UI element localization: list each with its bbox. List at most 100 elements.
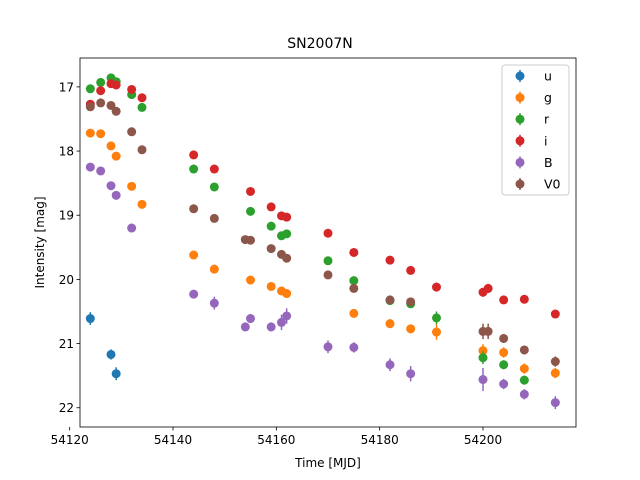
data-point [432,313,441,323]
data-point [432,282,441,292]
data-point [137,145,147,155]
chart-title: SN2007N [287,36,352,52]
data-point [406,297,416,307]
legend-frame [501,64,570,196]
y-tick-label: 22 [59,401,74,415]
legend-label: B [544,155,553,170]
data-point [385,319,395,329]
data-point [349,283,359,293]
data-point [323,256,333,266]
data-point [478,353,488,363]
data-point [323,228,333,238]
data-point [137,93,147,103]
data-point [406,324,416,334]
plot-area [80,58,576,427]
data-point [209,213,219,223]
data-point [519,389,529,399]
data-point [550,368,560,378]
data-point [189,250,199,260]
data-point [499,348,509,358]
data-point [323,270,333,280]
series-B [85,162,560,410]
data-point [111,151,121,161]
data-point [209,164,219,174]
data-point [106,141,116,151]
data-point [282,212,292,222]
data-point [406,369,416,379]
data-point [106,349,116,359]
series-V0 [85,98,560,367]
x-tick-label: 54120 [51,433,89,447]
legend-marker [515,114,525,124]
data-point [519,345,529,355]
data-point [478,346,488,356]
data-point [349,247,359,257]
data-point [385,255,395,265]
data-point [282,289,292,299]
legend-marker [515,136,525,146]
data-point [550,398,560,408]
data-point [111,106,121,116]
data-point [385,360,395,370]
data-point [111,80,121,90]
series-g [85,128,560,379]
data-point [85,102,95,112]
data-point [483,283,493,293]
legend-marker [515,93,525,103]
data-point [266,322,276,332]
data-point [349,276,359,286]
data-point [111,190,121,200]
data-point [246,235,255,245]
legend-label: i [544,133,547,148]
data-point [209,264,219,274]
series-r [85,73,529,385]
data-point [277,317,286,327]
data-point [96,129,106,139]
data-point [96,98,106,108]
plot-frame [79,57,577,428]
legend-label: r [544,112,550,127]
data-point [96,86,106,96]
data-point [499,379,509,389]
data-point [189,150,199,160]
data-point [127,84,137,94]
data-point [85,314,95,324]
y-tick-label: 20 [59,273,74,287]
data-point [85,128,95,138]
data-point [349,342,359,352]
data-point [96,77,106,87]
data-point [240,322,250,332]
data-point [127,223,137,233]
y-tick-label: 21 [59,337,74,351]
data-point [266,202,276,212]
data-point [550,309,560,319]
legend-label: g [544,90,552,105]
data-point [209,298,219,308]
x-tick-label: 54180 [361,433,399,447]
y-tick-label: 19 [59,209,74,223]
data-point [246,275,255,285]
series-u [85,312,121,381]
data-point [499,333,509,343]
data-point [550,357,560,367]
data-point [137,199,147,209]
data-point [323,342,333,352]
data-point [106,181,116,191]
legend-marker [515,179,525,189]
data-point [137,102,147,112]
data-point [266,221,276,231]
data-point [432,327,441,337]
data-point [209,182,219,192]
legend-marker [515,157,525,167]
data-point [406,265,416,275]
data-point [519,375,529,385]
data-point [85,162,95,172]
data-point [189,289,199,299]
data-point [85,84,95,94]
data-point [349,308,359,318]
data-point [483,326,493,336]
x-tick-label: 54160 [257,433,295,447]
y-axis: 17 18 19 20 21 22 [59,80,80,415]
